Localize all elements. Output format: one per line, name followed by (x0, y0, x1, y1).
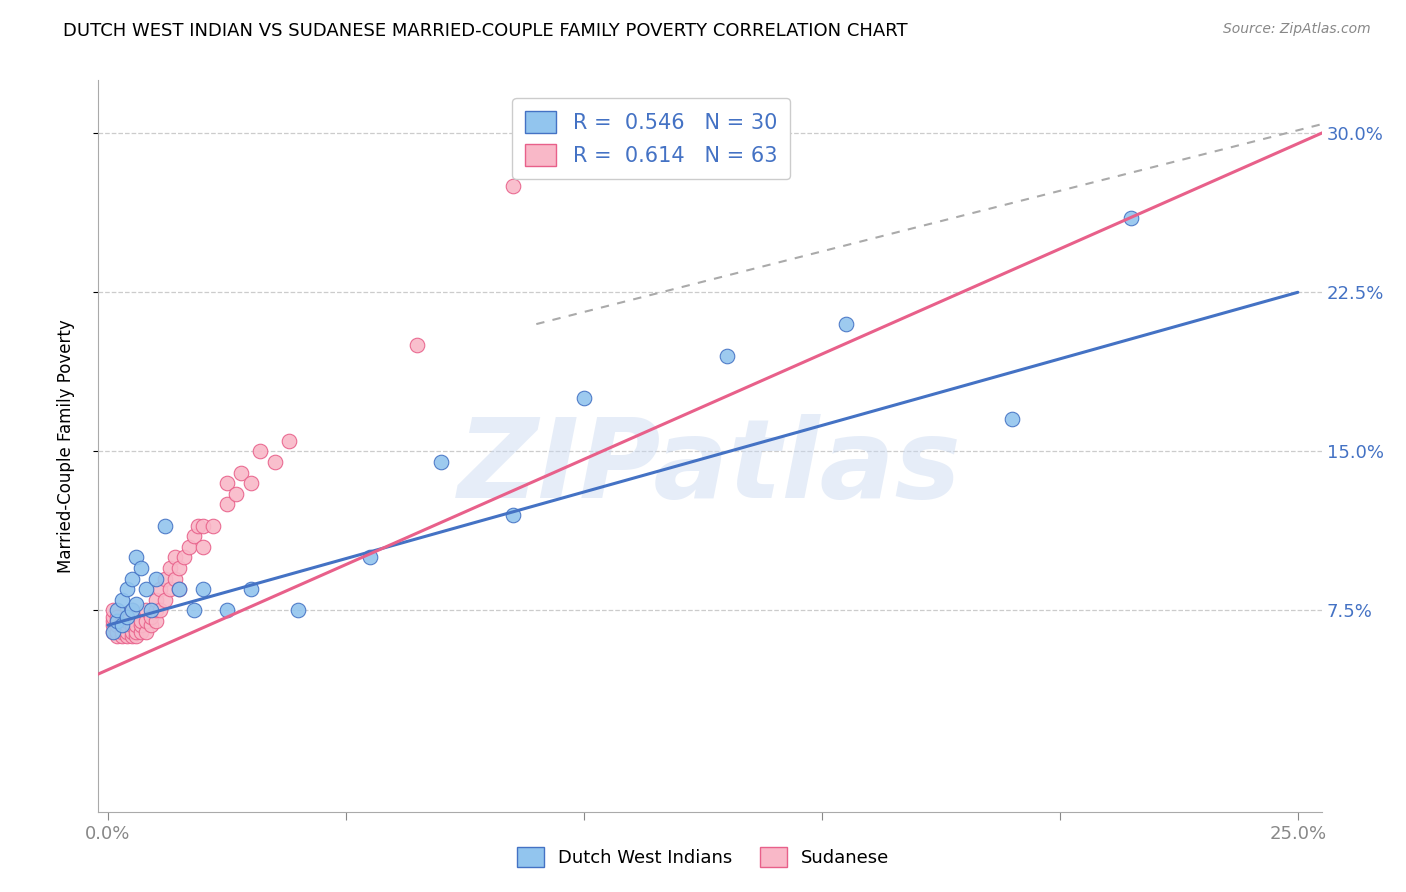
Point (115, 582, 138, 596)
Point (135, 603, 157, 617)
Point (121, 618, 143, 632)
Point (107, 609, 129, 624)
Point (183, 603, 205, 617)
Point (135, 582, 157, 596)
Point (135, 614, 157, 628)
Point (115, 614, 138, 628)
Point (101, 609, 124, 624)
Point (169, 582, 191, 596)
Point (139, 603, 162, 617)
Point (169, 582, 191, 596)
Point (263, 455, 285, 469)
Point (153, 572, 176, 586)
Point (139, 609, 162, 624)
Text: Source: ZipAtlas.com: Source: ZipAtlas.com (1223, 22, 1371, 37)
Point (145, 603, 167, 617)
Point (173, 550, 195, 565)
Point (163, 572, 186, 586)
Point (1001, 412, 1024, 426)
Point (129, 618, 152, 632)
Point (107, 629, 129, 643)
Point (191, 518, 214, 533)
Point (145, 592, 167, 607)
Point (121, 624, 143, 639)
Point (153, 592, 176, 607)
Point (107, 624, 129, 639)
Point (125, 629, 148, 643)
Point (115, 624, 138, 639)
Point (121, 572, 143, 586)
Point (145, 572, 167, 586)
Text: ZIPatlas: ZIPatlas (458, 415, 962, 522)
Point (406, 338, 429, 352)
Point (125, 624, 148, 639)
Point (111, 614, 134, 628)
Point (201, 518, 224, 533)
Point (111, 618, 134, 632)
Point (125, 550, 148, 565)
Point (111, 618, 134, 632)
Point (129, 614, 152, 628)
Point (502, 508, 524, 522)
Point (125, 597, 148, 611)
Legend: Dutch West Indians, Sudanese: Dutch West Indians, Sudanese (509, 839, 897, 874)
Point (111, 629, 134, 643)
Point (169, 561, 191, 575)
Point (1121, 211, 1143, 225)
Point (135, 624, 157, 639)
Point (115, 618, 138, 632)
Point (191, 582, 214, 596)
Point (572, 392, 595, 406)
Point (287, 603, 309, 617)
Point (139, 618, 162, 632)
Point (101, 603, 124, 617)
Point (159, 561, 181, 575)
Point (107, 614, 129, 628)
Point (277, 434, 299, 448)
Point (159, 582, 181, 596)
Point (101, 618, 124, 632)
Point (149, 603, 172, 617)
Point (231, 466, 253, 480)
Point (107, 618, 129, 632)
Point (359, 550, 381, 565)
Point (149, 582, 172, 596)
Point (121, 603, 143, 617)
Point (215, 476, 238, 491)
Point (107, 603, 129, 617)
Point (187, 518, 209, 533)
Point (153, 518, 176, 533)
Point (111, 624, 134, 639)
Point (107, 614, 129, 628)
Point (101, 614, 124, 628)
Point (163, 550, 186, 565)
Point (115, 609, 138, 624)
Point (249, 444, 271, 458)
Point (129, 624, 152, 639)
Point (145, 614, 167, 628)
Text: DUTCH WEST INDIAN VS SUDANESE MARRIED-COUPLE FAMILY POVERTY CORRELATION CHART: DUTCH WEST INDIAN VS SUDANESE MARRIED-CO… (63, 22, 908, 40)
Point (191, 540, 214, 554)
Point (430, 455, 453, 469)
Point (239, 476, 262, 491)
Point (834, 317, 856, 331)
Y-axis label: Married-Couple Family Poverty: Married-Couple Family Poverty (56, 319, 75, 573)
Point (239, 582, 262, 596)
Point (215, 497, 238, 511)
Point (115, 629, 138, 643)
Point (129, 561, 152, 575)
Point (101, 624, 124, 639)
Point (716, 349, 738, 363)
Point (111, 592, 134, 607)
Point (125, 618, 148, 632)
Legend: R =  0.546   N = 30, R =  0.614   N = 63: R = 0.546 N = 30, R = 0.614 N = 63 (513, 98, 790, 178)
Point (121, 603, 143, 617)
Point (101, 624, 124, 639)
Point (502, 179, 524, 194)
Point (215, 603, 238, 617)
Point (225, 486, 247, 500)
Point (121, 629, 143, 643)
Point (183, 529, 205, 543)
Point (177, 540, 200, 554)
